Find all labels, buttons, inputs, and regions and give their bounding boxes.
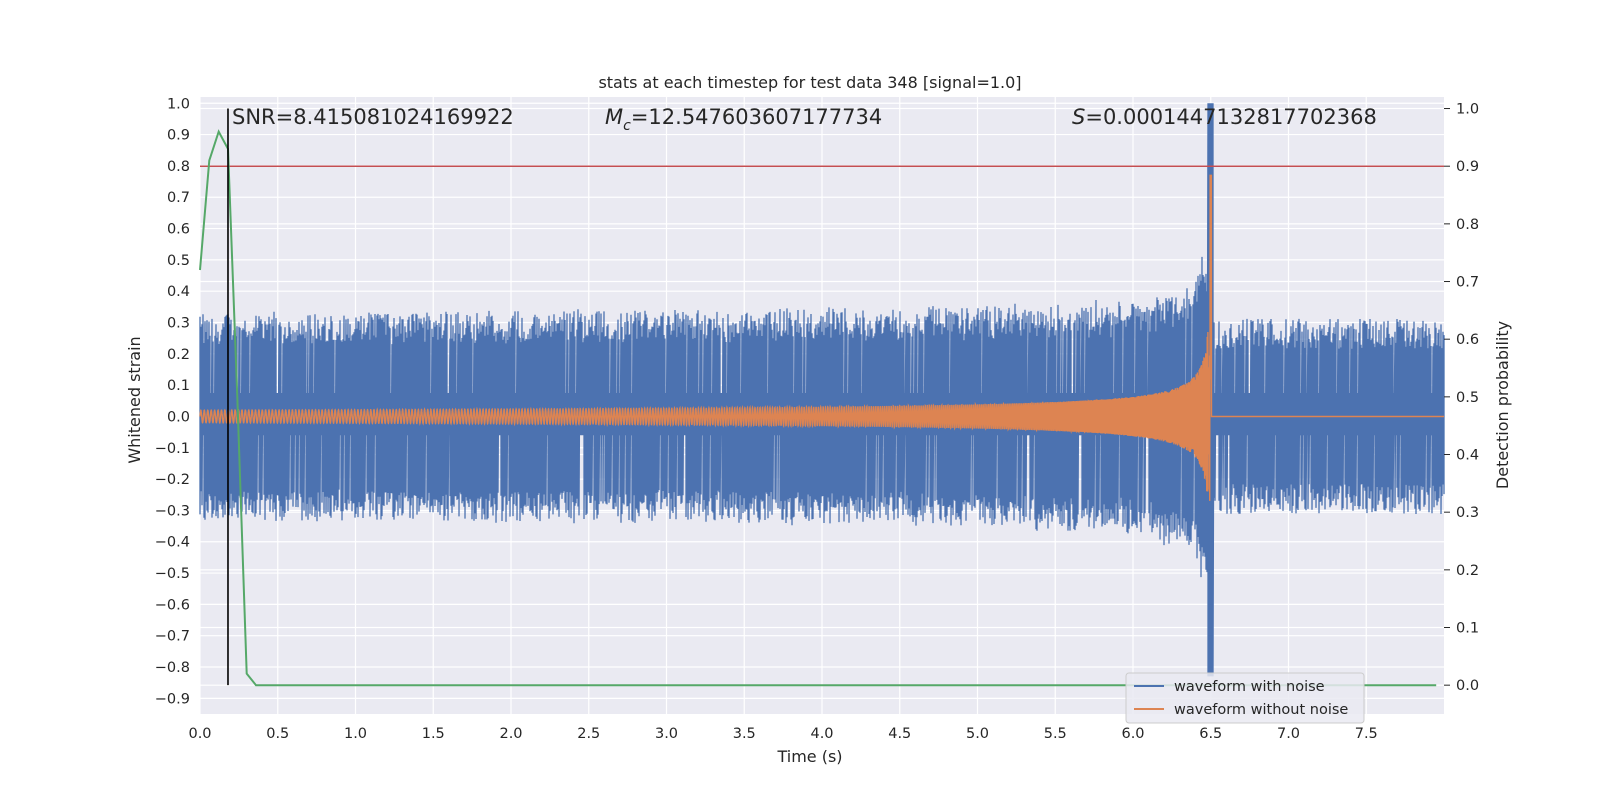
x-tick-label: 3.5 — [733, 726, 756, 742]
y-axis-left-ticks: 1.0 0.9 0.8 0.7 0.6 0.5 0.4 0.3 0.2 0.1 0.0 −0.1 −0.… — [155, 96, 190, 707]
s-annotation: S=0.0001447132817702368 — [1072, 105, 1377, 129]
y-left-tick-label: 0.1 — [167, 378, 190, 394]
x-tick-label: 0.5 — [266, 726, 289, 742]
y-left-tick-label: −0.6 — [155, 597, 190, 613]
x-tick-label: 3.0 — [655, 726, 678, 742]
y-axis-left-label: Whitened strain — [125, 336, 144, 463]
y-right-tick-label: 0.0 — [1456, 678, 1479, 694]
legend: waveform with noise waveform without noi… — [1125, 672, 1365, 724]
y-left-tick-label: −0.7 — [155, 629, 190, 645]
y-right-tick-label: 0.1 — [1456, 621, 1479, 637]
x-tick-label: 2.0 — [499, 726, 522, 742]
y-right-tick-label: 0.5 — [1456, 390, 1479, 406]
y-right-tick-label: 0.6 — [1456, 332, 1479, 348]
series-layer — [199, 103, 1445, 687]
x-tick-label: 5.5 — [1044, 726, 1067, 742]
x-axis-label: Time (s) — [776, 747, 842, 766]
x-tick-label: 6.5 — [1199, 726, 1222, 742]
y-axis-right-label: Detection probability — [1493, 321, 1512, 489]
y-right-tick-label: 0.2 — [1456, 563, 1479, 579]
y-left-tick-label: 0.3 — [167, 316, 190, 332]
x-tick-label: 1.5 — [422, 726, 445, 742]
y-left-tick-label: 0.0 — [167, 409, 190, 425]
y-right-tick-label: 1.0 — [1456, 102, 1479, 118]
x-tick-label: 5.0 — [966, 726, 989, 742]
legend-label-clean: waveform without noise — [1174, 702, 1348, 718]
y-left-tick-label: 0.9 — [167, 128, 190, 144]
y-left-tick-label: −0.4 — [155, 535, 190, 551]
x-tick-label: 1.0 — [344, 726, 367, 742]
y-left-tick-label: 0.4 — [167, 284, 190, 300]
series-waveform-without-noise — [199, 174, 1444, 501]
y-left-tick-label: 0.7 — [167, 190, 190, 206]
x-tick-label: 2.5 — [577, 726, 600, 742]
x-tick-label: 0.0 — [188, 726, 211, 742]
y-left-tick-label: 0.6 — [167, 222, 190, 238]
y-right-tick-label: 0.4 — [1456, 448, 1479, 464]
mc-annotation: Mc=12.547603607177734 — [605, 105, 882, 134]
y-right-tick-label: 0.7 — [1456, 275, 1479, 291]
x-tick-label: 7.0 — [1277, 726, 1300, 742]
s-symbol: S — [1072, 105, 1085, 129]
y-left-tick-label: 1.0 — [167, 96, 190, 112]
x-tick-label: 6.0 — [1121, 726, 1144, 742]
y-left-tick-label: −0.1 — [155, 441, 190, 457]
y-left-tick-label: −0.8 — [155, 660, 190, 676]
y-left-tick-label: 0.5 — [167, 253, 190, 269]
mc-symbol: M — [605, 105, 623, 129]
s-value: =0.0001447132817702368 — [1085, 105, 1377, 129]
series-detection-probability — [199, 129, 1437, 687]
y-left-tick-label: 0.2 — [167, 347, 190, 363]
y-left-tick-label: −0.5 — [155, 566, 190, 582]
legend-label-noise: waveform with noise — [1174, 679, 1325, 695]
y-left-tick-label: −0.2 — [155, 472, 190, 488]
y-left-tick-label: −0.9 — [155, 691, 190, 707]
y-right-tick-label: 0.8 — [1456, 217, 1479, 233]
y-right-tick-label: 0.9 — [1456, 159, 1479, 175]
mc-value: =12.547603607177734 — [631, 105, 882, 129]
y-left-tick-label: 0.8 — [167, 159, 190, 175]
y-left-tick-label: −0.3 — [155, 503, 190, 519]
y-axis-right-ticks: 1.0 0.9 0.8 0.7 0.6 0.5 0.4 0.3 0.2 0.1 0.0 — [1444, 102, 1479, 694]
x-axis-ticks: 0.0 0.5 1.0 1.5 2.0 2.5 3.0 3.5 4.0 4.5 5.0 5.5 6.0 6… — [188, 726, 1377, 742]
x-tick-label: 4.0 — [810, 726, 833, 742]
y-right-tick-label: 0.3 — [1456, 505, 1479, 521]
chart-title: stats at each timestep for test data 348… — [598, 73, 1021, 92]
snr-annotation: SNR=8.415081024169922 — [232, 105, 514, 129]
legend-box — [1125, 672, 1365, 724]
x-tick-label: 4.5 — [888, 726, 911, 742]
mc-subscript: c — [623, 118, 631, 134]
x-tick-label: 7.5 — [1355, 726, 1378, 742]
